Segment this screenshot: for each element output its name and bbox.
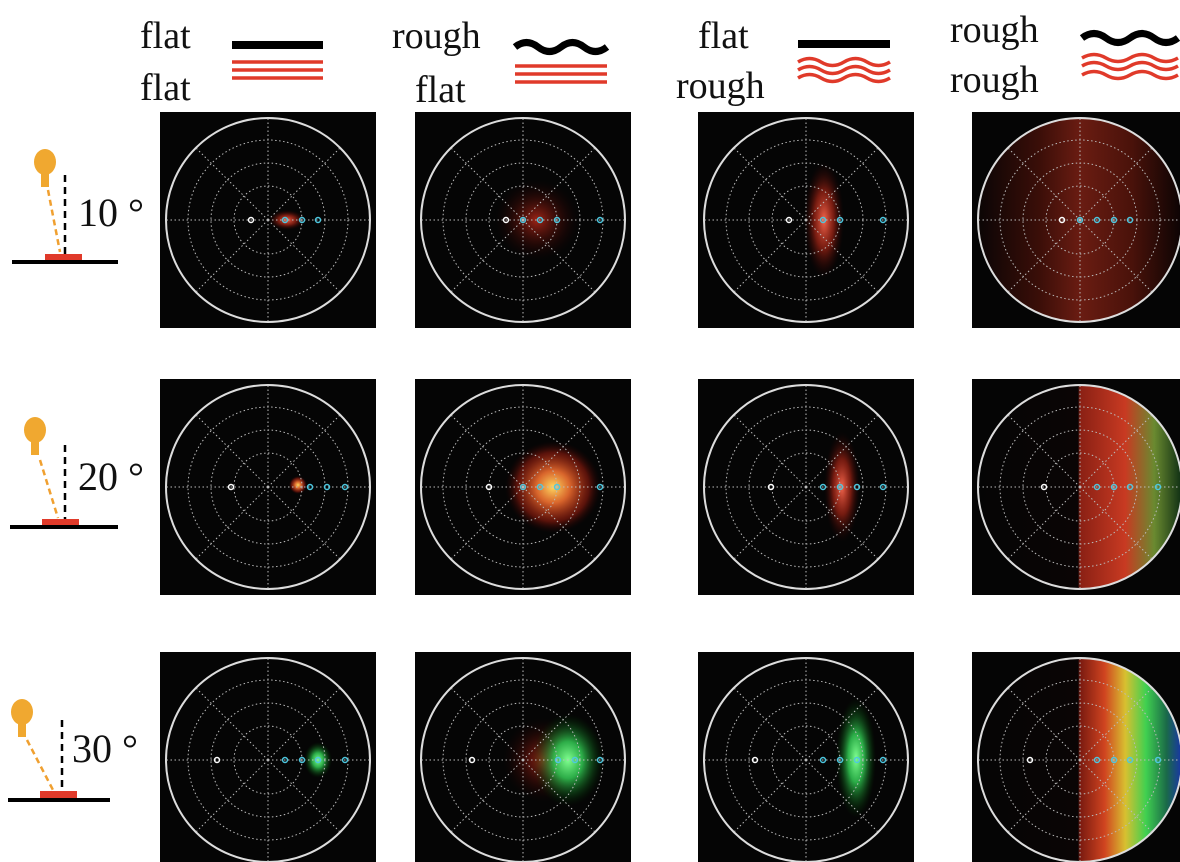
polar-panel [160,652,376,862]
polar-panel [972,652,1180,862]
glow-layer [289,476,307,494]
glow [289,476,307,494]
surface-icon [1082,34,1178,43]
layer-icon [515,66,607,82]
polar-panel [972,379,1180,595]
polar-panel [415,379,631,595]
polar-panel [160,112,376,328]
layer-icon [232,62,323,78]
top-label: flat [698,15,749,57]
bottom-label: flat [415,69,466,111]
polar-panel [972,112,1180,328]
polar-panel [698,112,914,328]
angle-label: 30 ° [72,726,138,771]
top-label: rough [950,9,1039,51]
top-label: rough [392,15,481,57]
surface-icon [515,43,607,52]
polar-panel [415,652,631,862]
polar-panel [698,379,914,595]
layer-icon [798,59,890,82]
angle-label: 10 ° [78,190,144,235]
glow-layer [505,441,601,533]
polar-panel [698,652,914,862]
glow [505,441,601,533]
polar-panel [415,112,631,328]
angle-label: 20 ° [78,454,144,499]
polar-panel [160,379,376,595]
bottom-label: rough [676,65,765,107]
layer-icon [1082,55,1178,79]
bottom-label: flat [140,67,191,109]
bottom-label: rough [950,59,1039,101]
figure: flat flat rough flat flat rough rough ro… [0,0,1180,862]
top-label: flat [140,15,191,57]
